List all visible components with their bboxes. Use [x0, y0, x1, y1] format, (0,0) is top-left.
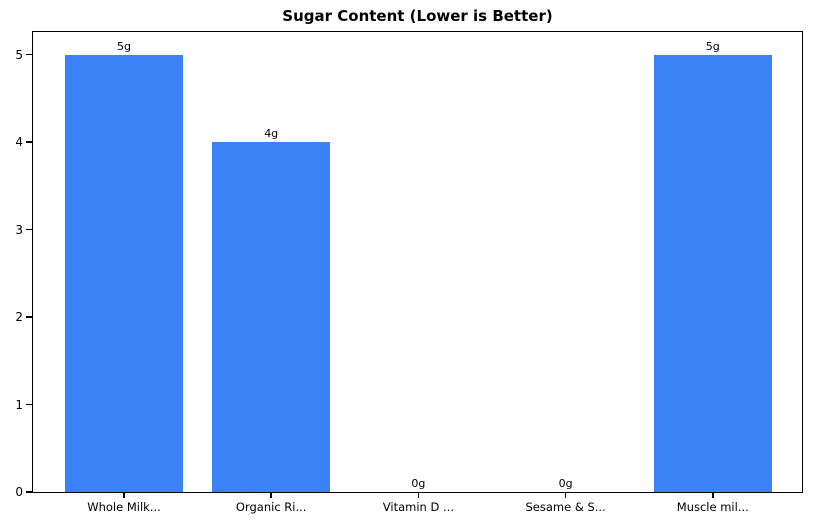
y-tick-mark	[26, 141, 32, 143]
x-tick-label: Vitamin D ...	[382, 500, 454, 514]
y-tick-label: 2	[15, 310, 23, 324]
bar-value-label: 0g	[558, 477, 573, 490]
y-tick-label: 1	[15, 397, 23, 412]
x-tick-mark	[270, 492, 272, 498]
bar-value-label: 5g	[705, 39, 720, 53]
x-tick-label: Whole Milk...	[87, 500, 161, 514]
y-tick-mark	[26, 403, 32, 406]
y-tick-mark	[26, 53, 32, 56]
y-tick-mark	[26, 316, 32, 318]
bar-value-label: 0g	[411, 477, 426, 490]
x-tick-mark	[712, 492, 714, 498]
x-tick-mark	[564, 492, 567, 498]
bar-value-label: 4g	[264, 127, 279, 140]
x-tick-label: Muscle mil...	[676, 500, 749, 514]
y-tick-label: 3	[15, 222, 23, 237]
bar	[65, 54, 183, 492]
x-tick-mark	[417, 492, 420, 498]
bar-value-label: 5g	[117, 39, 131, 53]
bar	[653, 54, 772, 492]
y-tick-label: 5	[15, 47, 23, 62]
plot-area: 0 1 2 3 4 5 5g Whole Milk... 4g Organic Ri... 0g Vi…	[15, 31, 803, 514]
bar	[212, 142, 331, 492]
y-tick-mark	[26, 491, 32, 493]
x-tick-mark	[123, 492, 125, 498]
chart-title: Sugar Content (Lower is Better)	[282, 7, 553, 25]
x-tick-label: Sesame & S...	[525, 500, 606, 514]
x-tick-label: Organic Ri...	[235, 500, 307, 514]
y-tick-mark	[26, 228, 32, 231]
y-tick-label: 0	[15, 485, 23, 499]
y-tick-label: 4	[15, 135, 23, 149]
